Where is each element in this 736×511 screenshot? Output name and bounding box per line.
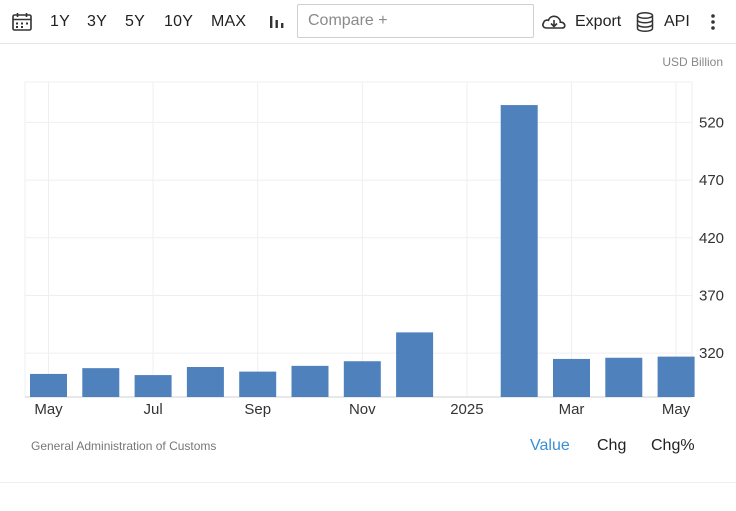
- vertical-dots-icon[interactable]: [708, 0, 718, 43]
- bar[interactable]: [291, 365, 329, 397]
- bar[interactable]: [605, 357, 643, 397]
- bar[interactable]: [134, 375, 172, 397]
- x-tick-label: Nov: [349, 401, 376, 418]
- bar[interactable]: [396, 332, 434, 397]
- bar-chart-icon[interactable]: [267, 0, 287, 43]
- api-button[interactable]: API: [635, 0, 690, 43]
- bar[interactable]: [553, 358, 590, 397]
- source-label: General Administration of Customs: [31, 439, 217, 453]
- y-tick-label: 320: [699, 345, 724, 362]
- x-tick-label: May: [34, 401, 63, 418]
- mode-value-button[interactable]: Value: [530, 437, 570, 454]
- compare-input[interactable]: [297, 4, 534, 38]
- x-tick-label: Jul: [144, 401, 163, 418]
- unit-label: USD Billion: [662, 55, 723, 69]
- cloud-download-icon: [542, 15, 566, 29]
- calendar-icon[interactable]: [11, 0, 33, 43]
- bar[interactable]: [186, 367, 224, 397]
- bar[interactable]: [500, 105, 538, 398]
- plot-frame: [24, 81, 693, 398]
- chart-toolbar: 1Y 3Y 5Y 10Y MAX Export API: [0, 0, 736, 44]
- mode-chg-percent-button[interactable]: Chg%: [651, 437, 695, 454]
- range-10y-button[interactable]: 10Y: [164, 12, 194, 30]
- y-tick-label: 520: [699, 114, 724, 131]
- y-tick-label: 420: [699, 230, 724, 247]
- bar[interactable]: [343, 361, 381, 397]
- range-1y-button[interactable]: 1Y: [50, 12, 70, 30]
- export-button[interactable]: Export: [540, 0, 621, 43]
- x-tick-label: Mar: [559, 401, 585, 418]
- bar[interactable]: [657, 356, 695, 397]
- database-icon: [636, 11, 654, 32]
- export-label: Export: [575, 12, 622, 30]
- y-tick-label: 370: [699, 287, 724, 304]
- bottom-divider: [0, 482, 736, 483]
- x-tick-label: May: [662, 401, 691, 418]
- bar[interactable]: [30, 373, 67, 397]
- bar[interactable]: [82, 368, 120, 397]
- bar[interactable]: [239, 371, 277, 397]
- mode-chg-button[interactable]: Chg: [597, 437, 627, 454]
- api-label: API: [664, 12, 690, 30]
- range-3y-button[interactable]: 3Y: [87, 12, 107, 30]
- x-tick-label: 2025: [450, 401, 483, 418]
- range-5y-button[interactable]: 5Y: [125, 12, 145, 30]
- y-tick-label: 470: [699, 172, 724, 189]
- x-tick-label: Sep: [244, 401, 271, 418]
- range-max-button[interactable]: MAX: [211, 12, 247, 30]
- chart-area: 320 370 420 470 520 May Jul Sep Nov 2025 Mar May U…: [0, 44, 736, 424]
- bar-chart: 320 370 420 470 520 May Jul Sep Nov 2025 Mar May U…: [24, 55, 724, 418]
